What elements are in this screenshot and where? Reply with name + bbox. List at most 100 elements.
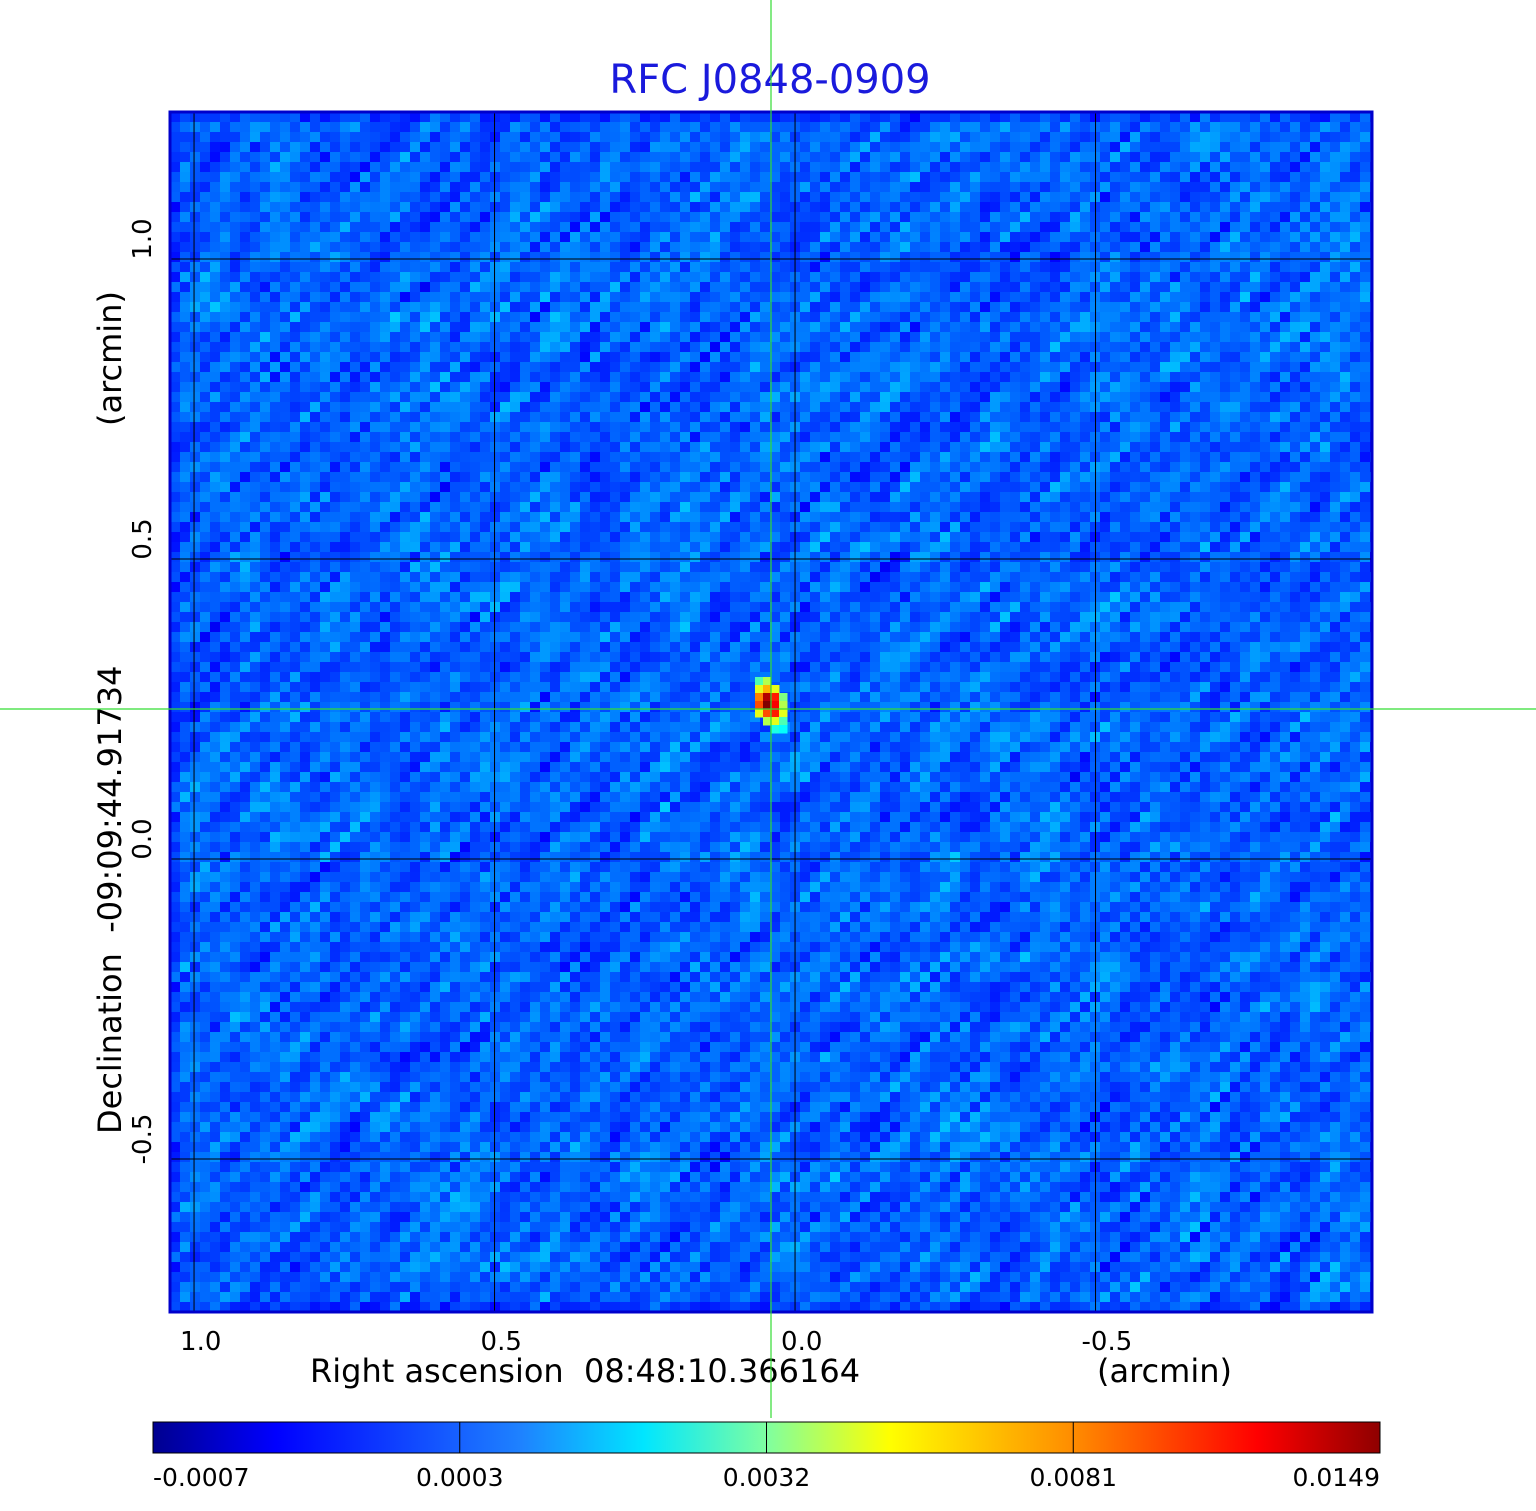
noise-pixel (1110, 492, 1121, 503)
noise-pixel (400, 122, 411, 133)
noise-pixel (700, 272, 711, 283)
noise-pixel (1240, 412, 1251, 423)
noise-pixel (900, 422, 911, 433)
noise-pixel (640, 392, 651, 403)
noise-pixel (890, 172, 901, 183)
noise-pixel (1300, 392, 1311, 403)
noise-pixel (570, 502, 581, 513)
noise-pixel (290, 312, 301, 323)
noise-pixel (1220, 172, 1231, 183)
noise-pixel (660, 112, 671, 123)
noise-pixel (900, 462, 911, 473)
noise-pixel (300, 502, 311, 513)
noise-pixel (190, 332, 201, 343)
noise-pixel (590, 262, 601, 273)
noise-pixel (920, 132, 931, 143)
noise-pixel (620, 372, 631, 383)
noise-pixel (1310, 142, 1321, 153)
noise-pixel (580, 232, 591, 243)
noise-pixel (1250, 182, 1261, 193)
noise-pixel (1010, 502, 1021, 513)
noise-pixel (970, 222, 981, 233)
noise-pixel (330, 262, 341, 273)
noise-pixel (880, 322, 891, 333)
noise-pixel (800, 262, 811, 273)
noise-pixel (770, 122, 781, 133)
noise-pixel (430, 192, 441, 203)
noise-pixel (500, 372, 511, 383)
noise-pixel (850, 232, 861, 243)
noise-pixel (650, 332, 661, 343)
noise-pixel (1220, 342, 1231, 353)
noise-pixel (250, 172, 261, 183)
noise-pixel (1120, 242, 1131, 253)
noise-pixel (1080, 142, 1091, 153)
noise-pixel (990, 262, 1001, 273)
noise-pixel (290, 502, 301, 513)
noise-pixel (580, 312, 591, 323)
noise-pixel (460, 372, 471, 383)
noise-pixel (1110, 312, 1121, 323)
noise-pixel (530, 442, 541, 453)
noise-pixel (1280, 232, 1291, 243)
noise-pixel (920, 402, 931, 413)
noise-pixel (200, 152, 211, 163)
noise-pixel (350, 382, 361, 393)
noise-pixel (1320, 372, 1331, 383)
noise-pixel (1080, 302, 1091, 313)
noise-pixel (850, 442, 861, 453)
noise-pixel (380, 332, 391, 343)
noise-pixel (350, 222, 361, 233)
noise-pixel (700, 422, 711, 433)
noise-pixel (850, 322, 861, 333)
noise-pixel (1140, 172, 1151, 183)
noise-pixel (1340, 132, 1351, 143)
noise-pixel (950, 442, 961, 453)
noise-pixel (990, 342, 1001, 353)
noise-pixel (860, 472, 871, 483)
noise-pixel (990, 282, 1001, 293)
noise-pixel (840, 292, 851, 303)
noise-pixel (1070, 462, 1081, 473)
noise-pixel (480, 162, 491, 173)
noise-pixel (230, 372, 241, 383)
noise-pixel (1300, 132, 1311, 143)
noise-pixel (690, 332, 701, 343)
noise-pixel (710, 422, 721, 433)
noise-pixel (260, 182, 271, 193)
noise-pixel (780, 442, 791, 453)
noise-pixel (760, 422, 771, 433)
noise-pixel (930, 232, 941, 243)
noise-pixel (290, 512, 301, 523)
noise-pixel (1070, 512, 1081, 523)
noise-pixel (660, 202, 671, 213)
noise-pixel (660, 472, 671, 483)
noise-pixel (360, 112, 371, 123)
noise-pixel (1340, 502, 1351, 513)
noise-pixel (440, 412, 451, 423)
noise-pixel (700, 372, 711, 383)
noise-pixel (990, 232, 1001, 243)
noise-pixel (1030, 192, 1041, 203)
noise-pixel (400, 412, 411, 423)
noise-pixel (1240, 512, 1251, 523)
noise-pixel (690, 142, 701, 153)
noise-pixel (570, 322, 581, 333)
noise-pixel (1270, 492, 1281, 503)
noise-pixel (1260, 312, 1271, 323)
noise-pixel (1060, 122, 1071, 133)
noise-pixel (310, 482, 321, 493)
noise-pixel (290, 352, 301, 363)
noise-pixel (1000, 292, 1011, 303)
noise-pixel (930, 322, 941, 333)
noise-pixel (190, 202, 201, 213)
noise-pixel (690, 232, 701, 243)
noise-pixel (860, 182, 871, 193)
noise-pixel (190, 272, 201, 283)
noise-pixel (190, 282, 201, 293)
noise-pixel (800, 222, 811, 233)
noise-pixel (340, 182, 351, 193)
noise-pixel (480, 282, 491, 293)
noise-pixel (1220, 462, 1231, 473)
noise-pixel (870, 392, 881, 403)
